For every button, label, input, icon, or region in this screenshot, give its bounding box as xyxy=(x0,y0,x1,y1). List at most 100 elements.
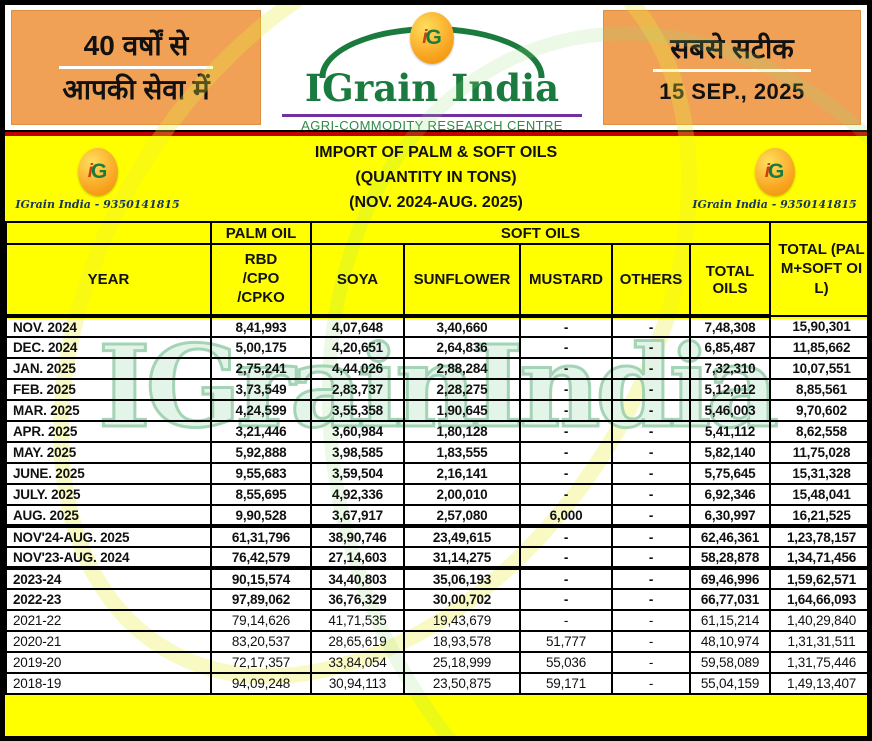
table-row: MAY. 2025 5,92,888 3,98,585 1,83,555- -5,82,… xyxy=(5,441,867,464)
egg-letter-i: i xyxy=(87,161,93,182)
cell-mustard: - xyxy=(519,525,613,548)
cell-total: 9,70,602 xyxy=(769,399,867,422)
cell-year: 2021-22 xyxy=(5,609,212,632)
cell-mustard: 51,777 xyxy=(519,630,613,653)
cell-sunflower: 2,64,836 xyxy=(403,336,521,359)
cell-mustard: - xyxy=(519,315,613,338)
cell-year: MAY. 2025 xyxy=(5,441,212,464)
cell-mustard: - xyxy=(519,336,613,359)
cell-total: 15,90,301 xyxy=(769,315,867,338)
cell-palm: 94,09,248 xyxy=(210,672,312,695)
banner-right-line1: सबसे सटीक xyxy=(670,32,794,64)
banner-left-divider xyxy=(59,66,213,69)
cell-palm: 79,14,626 xyxy=(210,609,312,632)
cell-others: - xyxy=(611,609,691,632)
cell-total-oils: 59,58,089 xyxy=(688,651,772,674)
egg-letter-i: i xyxy=(764,161,770,182)
cell-palm: 5,92,888 xyxy=(210,441,312,464)
cell-sunflower: 30,00,702 xyxy=(403,588,521,611)
header-group-soft-oils: SOFT OILS xyxy=(309,221,772,245)
cell-palm: 8,55,695 xyxy=(210,483,312,506)
cell-soya: 28,65,619 xyxy=(310,630,405,653)
cell-soya: 4,07,648 xyxy=(310,315,405,338)
cell-soya: 2,83,737 xyxy=(310,378,405,401)
table-row: 2023-24 90,15,574 34,40,803 35,06,193- -69,4… xyxy=(5,567,867,590)
cell-total: 11,75,028 xyxy=(769,441,867,464)
header-sunflower: SUNFLOWER xyxy=(403,243,521,318)
cell-soya: 3,60,984 xyxy=(310,420,405,443)
cell-sunflower: 1,90,645 xyxy=(403,399,521,422)
cell-others: - xyxy=(611,357,691,380)
cell-year: DEC. 2024 xyxy=(5,336,212,359)
cell-year: JAN. 2025 xyxy=(5,357,212,380)
table-header: PALM OIL SOFT OILS TOTAL (PALM+SOFT OIL)… xyxy=(5,221,867,318)
cell-palm: 3,73,549 xyxy=(210,378,312,401)
table-row: JULY. 2025 8,55,695 4,92,336 2,00,010- -6,92… xyxy=(5,483,867,506)
cell-sunflower: 2,16,141 xyxy=(403,462,521,485)
cell-total-oils: 55,04,159 xyxy=(688,672,772,695)
maroon-separator xyxy=(5,132,867,136)
cell-total: 8,85,561 xyxy=(769,378,867,401)
cell-sunflower: 3,40,660 xyxy=(403,315,521,338)
cell-mustard: - xyxy=(519,420,613,443)
cell-year: 2023-24 xyxy=(5,567,212,590)
cell-palm: 9,90,528 xyxy=(210,504,312,528)
cell-others: - xyxy=(611,483,691,506)
cell-total: 11,85,662 xyxy=(769,336,867,359)
cell-mustard: - xyxy=(519,399,613,422)
cell-year: NOV. 2024 xyxy=(5,315,212,338)
table-row: AUG. 2025 9,90,528 3,67,917 2,57,080 6,000-6… xyxy=(5,504,867,528)
header-mustard: MUSTARD xyxy=(519,243,613,318)
cell-sunflower: 1,80,128 xyxy=(403,420,521,443)
cell-mustard: - xyxy=(519,609,613,632)
cell-total-oils: 6,92,346 xyxy=(688,483,772,506)
cell-others: - xyxy=(611,378,691,401)
banner-right-divider xyxy=(652,68,812,72)
brand-underline xyxy=(282,114,582,117)
cell-others: - xyxy=(611,504,691,528)
cell-sunflower: 23,50,875 xyxy=(403,672,521,695)
cell-total-oils: 5,12,012 xyxy=(688,378,772,401)
cell-palm: 3,21,446 xyxy=(210,420,312,443)
cell-total: 10,07,551 xyxy=(769,357,867,380)
cell-palm: 97,89,062 xyxy=(210,588,312,611)
cell-others: - xyxy=(611,441,691,464)
cell-mustard: 6,000 xyxy=(519,504,613,528)
cell-year: 2018-19 xyxy=(5,672,212,695)
cell-total-oils: 48,10,974 xyxy=(688,630,772,653)
cell-year: FEB. 2025 xyxy=(5,378,212,401)
cell-others: - xyxy=(611,630,691,653)
cell-sunflower: 19,43,679 xyxy=(403,609,521,632)
table-row: 2021-22 79,14,626 41,71,535 19,43,679- -61,1… xyxy=(5,609,867,632)
cell-year: 2022-23 xyxy=(5,588,212,611)
cell-year: MAR. 2025 xyxy=(5,399,212,422)
table-row: NOV'24-AUG. 2025 61,31,796 38,90,746 23,49,… xyxy=(5,525,867,548)
report-title: IMPORT OF PALM & SOFT OILS (QUANTITY IN … xyxy=(190,136,682,221)
cell-year: 2019-20 xyxy=(5,651,212,674)
cell-soya: 3,59,504 xyxy=(310,462,405,485)
cell-sunflower: 2,28,275 xyxy=(403,378,521,401)
cell-palm: 8,41,993 xyxy=(210,315,312,338)
logo-caption-left: IGrain India - 9350141815 xyxy=(15,198,180,211)
cell-total-oils: 6,30,997 xyxy=(688,504,772,528)
cell-others: - xyxy=(611,546,691,570)
cell-total: 1,34,71,456 xyxy=(769,546,867,570)
egg-letter-i: i xyxy=(422,27,428,48)
banner-left-box: 40 वर्षों से आपकी सेवा में xyxy=(11,10,261,125)
cell-total-oils: 5,75,645 xyxy=(688,462,772,485)
table-row: DEC. 2024 5,00,175 4,20,651 2,64,836- -6,85,… xyxy=(5,336,867,359)
table-row: JUNE. 2025 9,55,683 3,59,504 2,16,141- -5,75… xyxy=(5,462,867,485)
cell-total-oils: 58,28,878 xyxy=(688,546,772,570)
table-row: NOV. 2024 8,41,993 4,07,648 3,40,660- -7,48,… xyxy=(5,315,867,338)
table-row: NOV'23-AUG. 2024 76,42,579 27,14,603 31,14,… xyxy=(5,546,867,570)
title-line-2: (QUANTITY IN TONS) xyxy=(355,168,517,186)
cell-total-oils: 7,48,308 xyxy=(688,315,772,338)
cell-mustard: - xyxy=(519,546,613,570)
table-row: 2019-20 72,17,357 33,84,054 25,18,999 55,036… xyxy=(5,651,867,674)
cell-total: 1,31,31,511 xyxy=(769,630,867,653)
cell-year: JUNE. 2025 xyxy=(5,462,212,485)
cell-soya: 33,84,054 xyxy=(310,651,405,674)
